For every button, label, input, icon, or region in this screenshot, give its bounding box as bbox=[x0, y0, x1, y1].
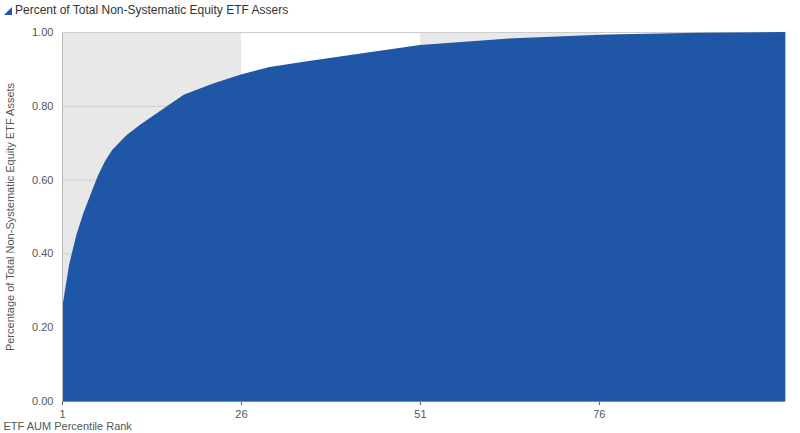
svg-text:51: 51 bbox=[414, 408, 426, 420]
svg-text:0.20: 0.20 bbox=[32, 321, 53, 333]
svg-text:1.00: 1.00 bbox=[32, 26, 53, 38]
svg-text:0.00: 0.00 bbox=[32, 395, 53, 407]
svg-text:ETF AUM Percentile Rank: ETF AUM Percentile Rank bbox=[4, 420, 133, 432]
svg-text:Percentage of Total Non-System: Percentage of Total Non-Systematic Equit… bbox=[4, 82, 16, 351]
svg-text:76: 76 bbox=[593, 408, 605, 420]
svg-text:0.80: 0.80 bbox=[32, 100, 53, 112]
svg-text:26: 26 bbox=[235, 408, 247, 420]
svg-text:0.60: 0.60 bbox=[32, 174, 53, 186]
svg-text:0.40: 0.40 bbox=[32, 247, 53, 259]
html-text:Percent of Total Non-Systemati: Percent of Total Non-Systematic Equity E… bbox=[15, 3, 289, 17]
svg-text:1: 1 bbox=[59, 408, 65, 420]
